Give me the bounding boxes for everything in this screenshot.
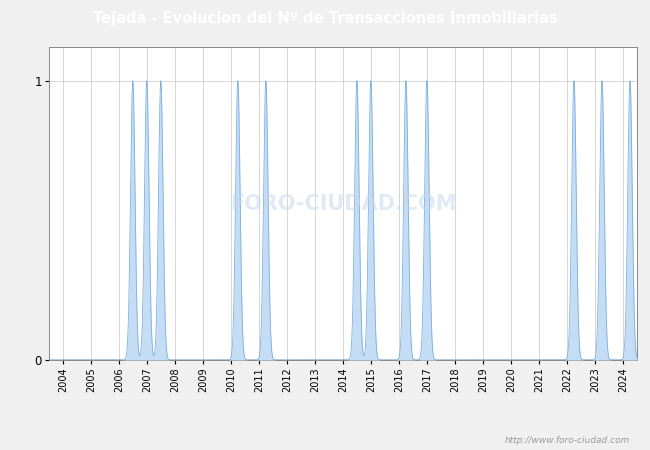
Text: http://www.foro-ciudad.com: http://www.foro-ciudad.com (505, 436, 630, 445)
Text: Tejada - Evolucion del Nº de Transacciones Inmobiliarias: Tejada - Evolucion del Nº de Transaccion… (93, 11, 557, 26)
Text: FORO-CIUDAD.COM: FORO-CIUDAD.COM (229, 194, 456, 214)
